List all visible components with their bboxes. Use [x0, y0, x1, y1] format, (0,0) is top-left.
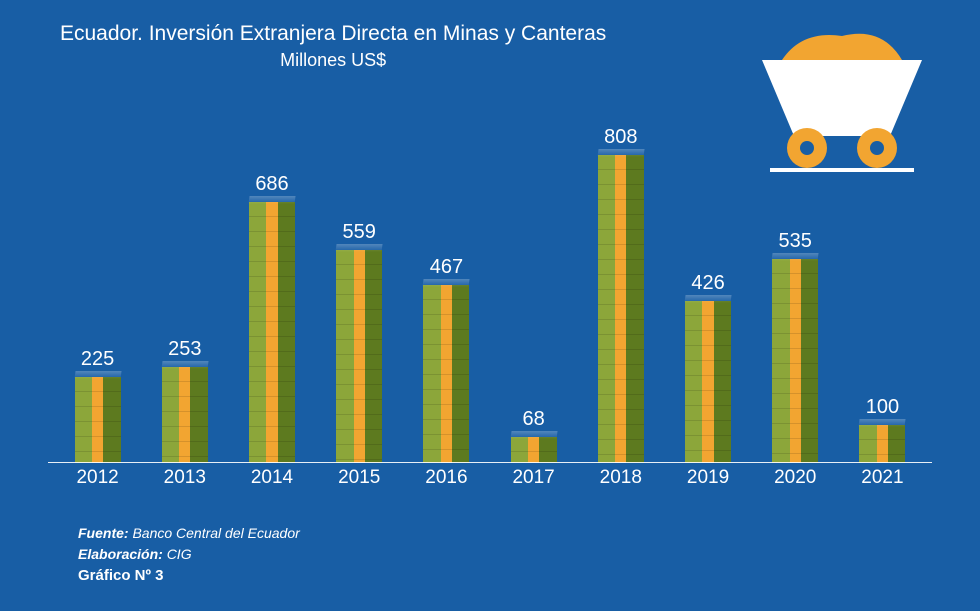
chart-canvas: Ecuador. Inversión Extranjera Directa en…	[0, 0, 980, 611]
chart-subtitle: Millones US$	[60, 50, 606, 71]
bars-container: 225 253 686 559 467 68 808 426 535 100	[48, 120, 932, 463]
bar	[859, 425, 905, 463]
bar-slot: 535	[752, 230, 839, 463]
x-axis-label: 2014	[228, 467, 315, 491]
footer-source-label: Fuente:	[78, 525, 129, 541]
bar	[772, 259, 818, 463]
title-block: Ecuador. Inversión Extranjera Directa en…	[60, 22, 606, 71]
chart-title: Ecuador. Inversión Extranjera Directa en…	[60, 22, 606, 46]
bar-value-label: 808	[604, 126, 637, 149]
bar-value-label: 559	[343, 221, 376, 244]
chart-area: 22525368655946768808426535100 2012201320…	[48, 120, 932, 491]
bar-value-label: 535	[779, 230, 812, 253]
x-axis-label: 2020	[752, 467, 839, 491]
x-axis-label: 2017	[490, 467, 577, 491]
footer-source: Fuente: Banco Central del Ecuador	[78, 523, 300, 544]
footer-elab-label: Elaboración:	[78, 546, 163, 562]
bar	[249, 202, 295, 463]
bar-value-label: 253	[168, 338, 201, 361]
bar-slot: 426	[664, 272, 751, 463]
bar-slot: 100	[839, 396, 926, 463]
footer-chart-number: Gráfico Nº 3	[78, 565, 300, 588]
footer-elab-value: CIG	[167, 546, 192, 562]
x-axis-label: 2018	[577, 467, 664, 491]
bar-slot: 253	[141, 338, 228, 463]
bar	[598, 155, 644, 463]
bar-slot: 68	[490, 408, 577, 463]
x-axis-labels: 2012201320142015201620172018201920202021	[48, 467, 932, 491]
footer-source-value: Banco Central del Ecuador	[132, 525, 299, 541]
footer-block: Fuente: Banco Central del Ecuador Elabor…	[78, 523, 300, 588]
bar-slot: 686	[228, 173, 315, 463]
x-axis-label: 2021	[839, 467, 926, 491]
bar	[162, 367, 208, 463]
bar-value-label: 68	[522, 408, 544, 431]
bar-slot: 559	[316, 221, 403, 463]
x-axis-label: 2013	[141, 467, 228, 491]
bar-value-label: 467	[430, 256, 463, 279]
footer-elaboration: Elaboración: CIG	[78, 544, 300, 565]
x-axis-line	[48, 462, 932, 463]
x-axis-label: 2015	[316, 467, 403, 491]
bar-value-label: 426	[691, 272, 724, 295]
bar	[511, 437, 557, 463]
bar	[685, 301, 731, 463]
bar-value-label: 686	[255, 173, 288, 196]
bar-slot: 467	[403, 256, 490, 463]
bar-slot: 808	[577, 126, 664, 463]
bar	[336, 250, 382, 463]
bar	[75, 377, 121, 463]
x-axis-label: 2016	[403, 467, 490, 491]
bar-value-label: 100	[866, 396, 899, 419]
x-axis-label: 2019	[664, 467, 751, 491]
bar-value-label: 225	[81, 348, 114, 371]
bar	[423, 285, 469, 463]
x-axis-label: 2012	[54, 467, 141, 491]
bar-slot: 225	[54, 348, 141, 463]
